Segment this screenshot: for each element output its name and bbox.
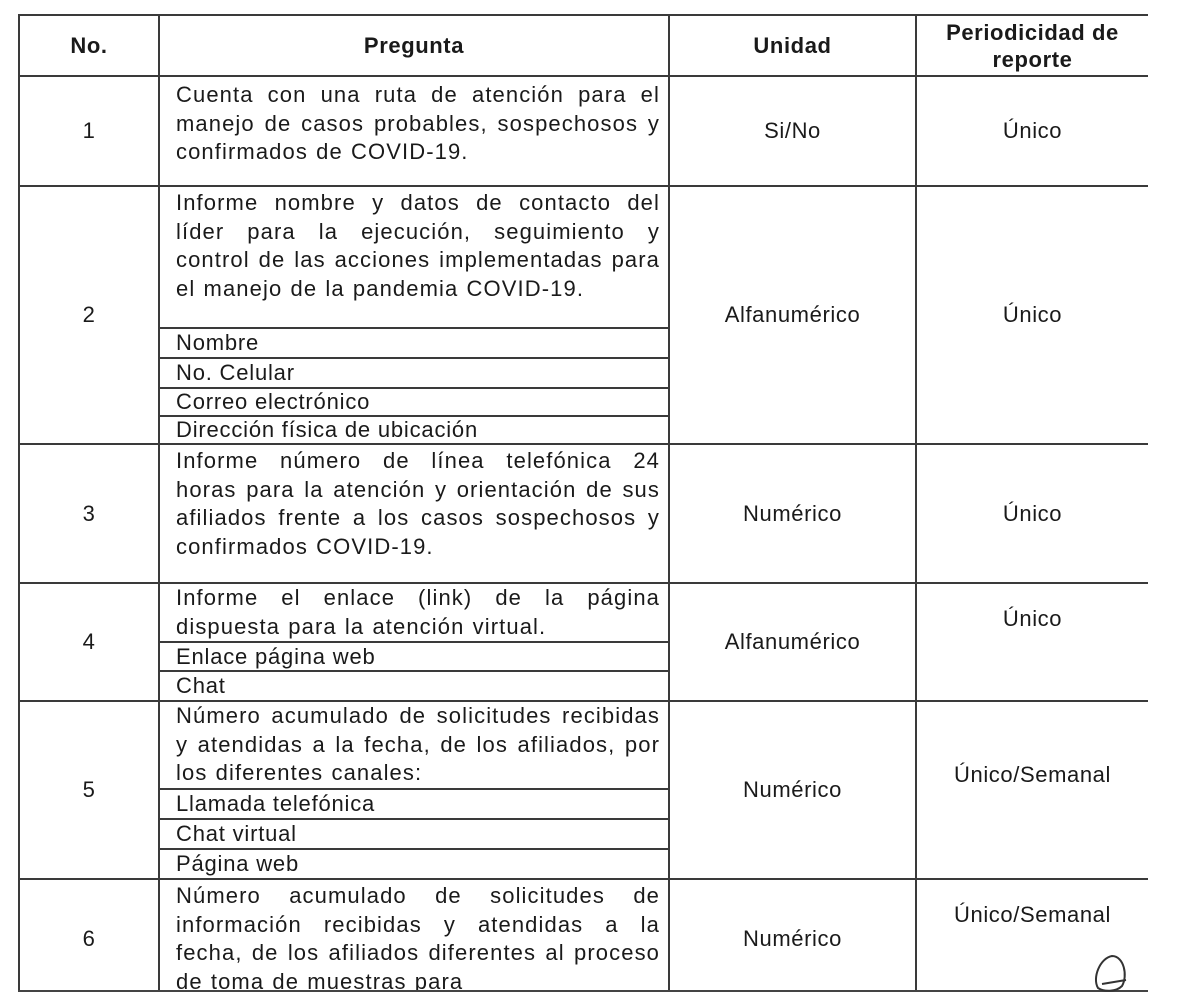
subitem: Llamada telefónica xyxy=(158,788,670,820)
table-row: 5 Número acumulado de solicitudes recibi… xyxy=(18,700,1148,880)
unit: Numérico xyxy=(668,878,917,990)
subitem: Dirección física de ubicación xyxy=(158,415,670,445)
table-row: 6 Número acumulado de solicitudes de inf… xyxy=(18,878,1148,990)
row-number: 5 xyxy=(18,700,160,880)
subitem: Correo electrónico xyxy=(158,387,670,417)
periodicity: Único xyxy=(915,582,1148,702)
question-text: Número acumulado de solicitudes recibida… xyxy=(158,700,670,790)
unit: Si/No xyxy=(668,75,917,187)
table-row: 4 Informe el enlace (link) de la página … xyxy=(18,582,1148,702)
unit: Alfanumérico xyxy=(668,582,917,702)
periodicity: Único/Semanal xyxy=(915,878,1148,990)
unit: Alfanumérico xyxy=(668,185,917,445)
question-text: Número acumulado de solicitudes de infor… xyxy=(158,878,670,990)
row-number: 6 xyxy=(18,878,160,990)
periodicity: Único/Semanal xyxy=(915,700,1148,880)
subitem: Chat xyxy=(158,670,670,702)
question-text: Informe nombre y datos de contacto del l… xyxy=(158,185,670,329)
initials-signature-icon xyxy=(1094,954,1127,992)
question-text: Informe número de línea telefónica 24 ho… xyxy=(158,443,670,584)
subitem: Enlace página web xyxy=(158,641,670,672)
subitem: No. Celular xyxy=(158,357,670,389)
table-row: 2 Informe nombre y datos de contacto del… xyxy=(18,185,1148,445)
subitem: Página web xyxy=(158,848,670,880)
row-number: 1 xyxy=(18,75,160,187)
table-row: 3 Informe número de línea telefónica 24 … xyxy=(18,443,1148,584)
header-unidad: Unidad xyxy=(668,14,917,77)
row-number: 4 xyxy=(18,582,160,702)
row-number: 3 xyxy=(18,443,160,584)
subitem: Nombre xyxy=(158,327,670,359)
row-number: 2 xyxy=(18,185,160,445)
periodicity: Único xyxy=(915,75,1148,187)
report-table-container: No. Pregunta Unidad Periodicidad de repo… xyxy=(18,14,1148,992)
unit: Numérico xyxy=(668,700,917,880)
periodicity: Único xyxy=(915,185,1148,445)
header-pregunta: Pregunta xyxy=(158,14,670,77)
table-row: 1 Cuenta con una ruta de atención para e… xyxy=(18,75,1148,187)
header-periodicidad: Periodicidad de reporte xyxy=(915,14,1148,77)
header-no: No. xyxy=(18,14,160,77)
question-text: Informe el enlace (link) de la página di… xyxy=(158,582,670,643)
subitem: Chat virtual xyxy=(158,818,670,850)
question-text: Cuenta con una ruta de atención para el … xyxy=(158,75,670,187)
table-header-row: No. Pregunta Unidad Periodicidad de repo… xyxy=(18,14,1148,77)
unit: Numérico xyxy=(668,443,917,584)
periodicity: Único xyxy=(915,443,1148,584)
report-questions-table: No. Pregunta Unidad Periodicidad de repo… xyxy=(18,14,1148,990)
